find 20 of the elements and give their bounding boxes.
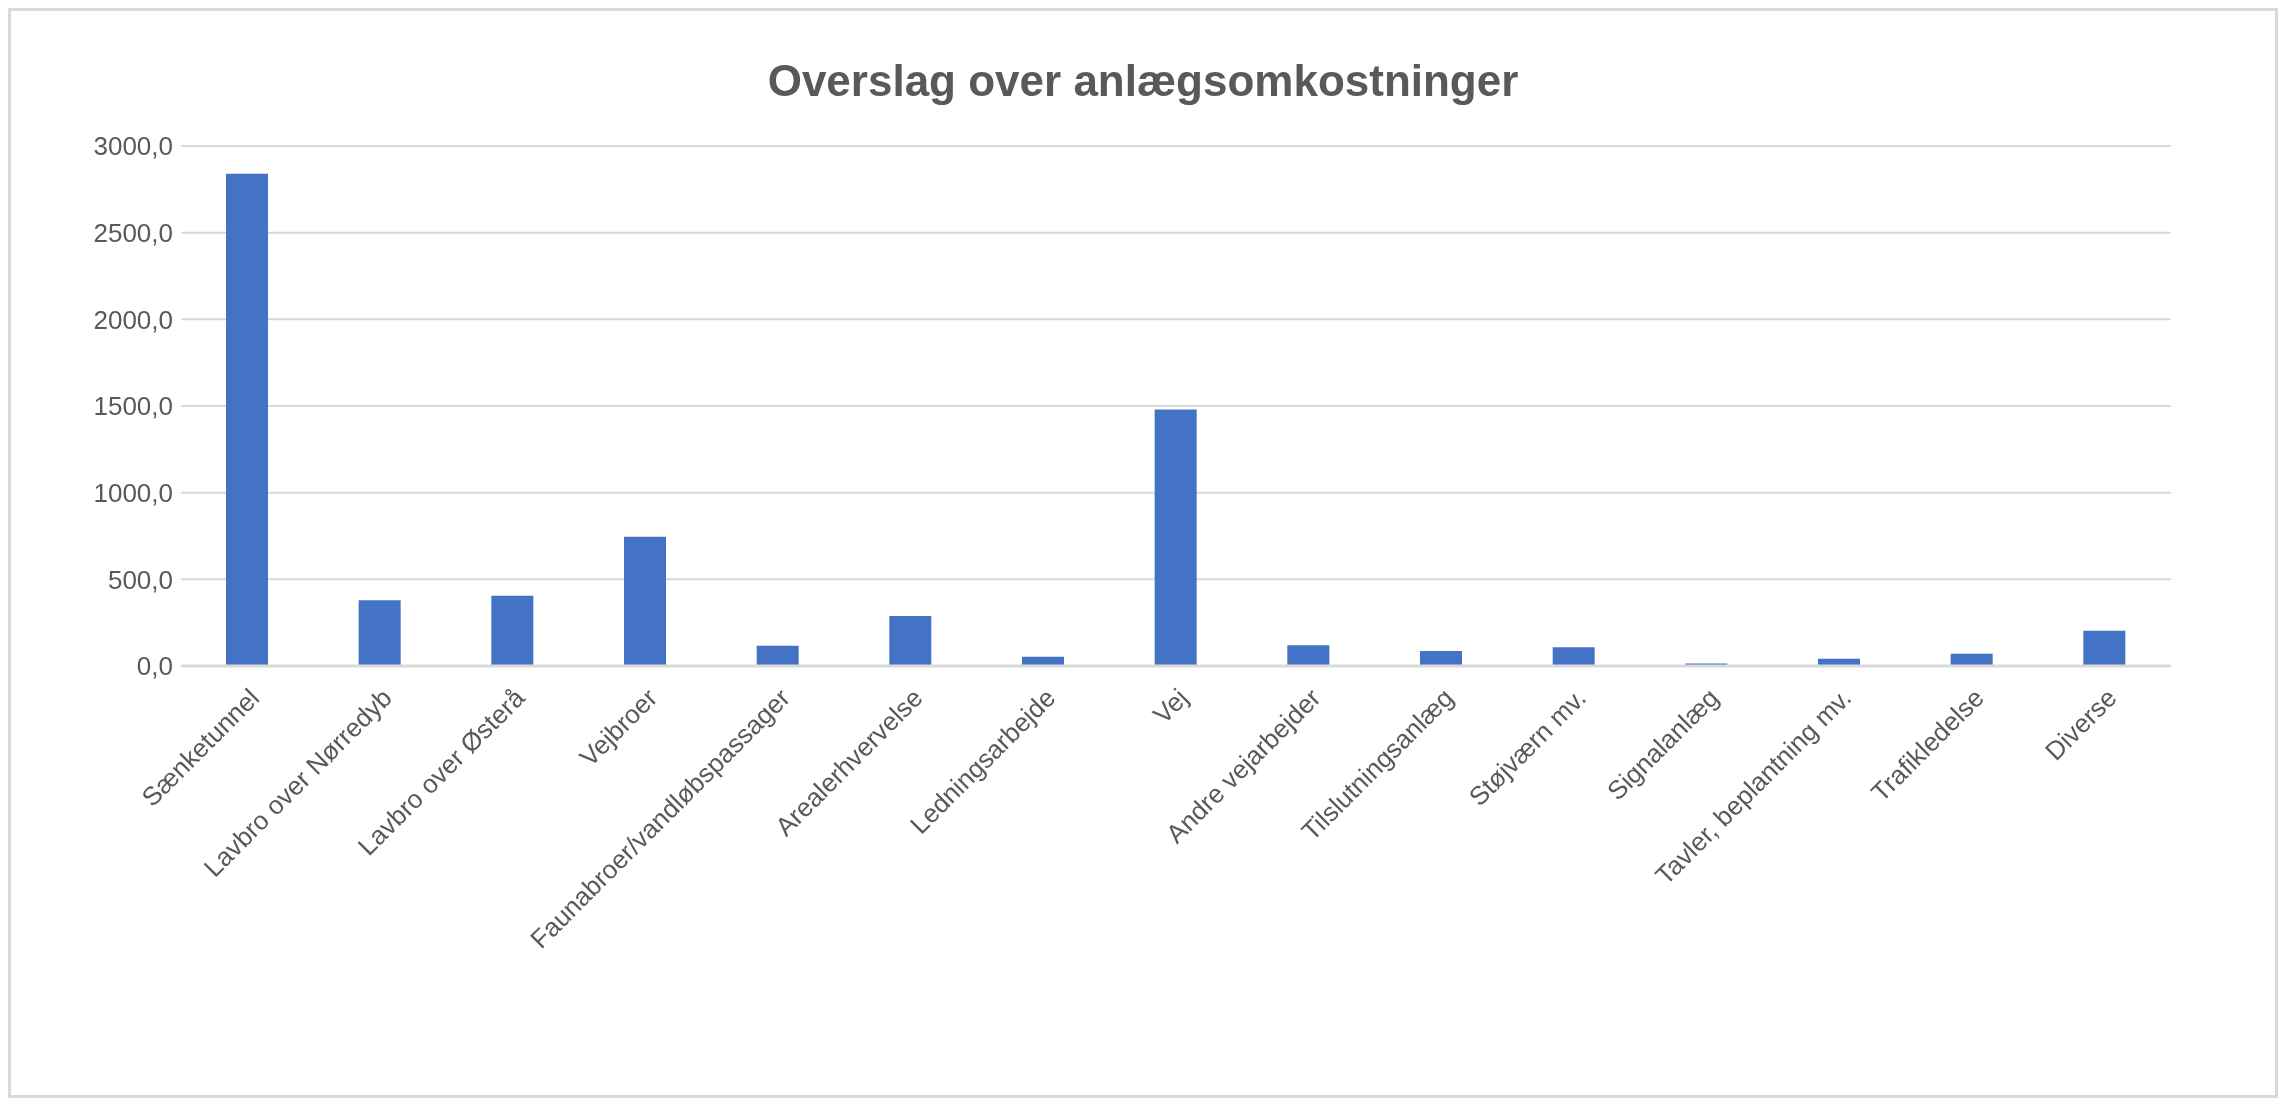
- x-tick-label: Vej: [1147, 682, 1194, 730]
- bar: [1154, 409, 1197, 666]
- bar: [1287, 645, 1330, 666]
- bar: [2083, 630, 2126, 666]
- bar: [226, 173, 268, 666]
- bar: [1552, 647, 1595, 666]
- y-tick-label: 1500,0: [93, 391, 173, 422]
- bar: [756, 645, 799, 666]
- chart-title: Overslag over anlægsomkostninger: [766, 55, 1520, 107]
- bar: [889, 616, 932, 666]
- y-tick-label: 2500,0: [93, 217, 173, 248]
- y-tick-label: 500,0: [107, 564, 173, 595]
- y-tick-label: 2000,0: [93, 304, 173, 335]
- bar: [1420, 650, 1462, 666]
- y-tick-label: 0,0: [136, 651, 173, 682]
- bar: [358, 600, 401, 666]
- bar: [624, 536, 666, 666]
- y-tick-label: 3000,0: [93, 131, 173, 162]
- y-tick-label: 1000,0: [93, 477, 173, 508]
- bar: [491, 595, 534, 666]
